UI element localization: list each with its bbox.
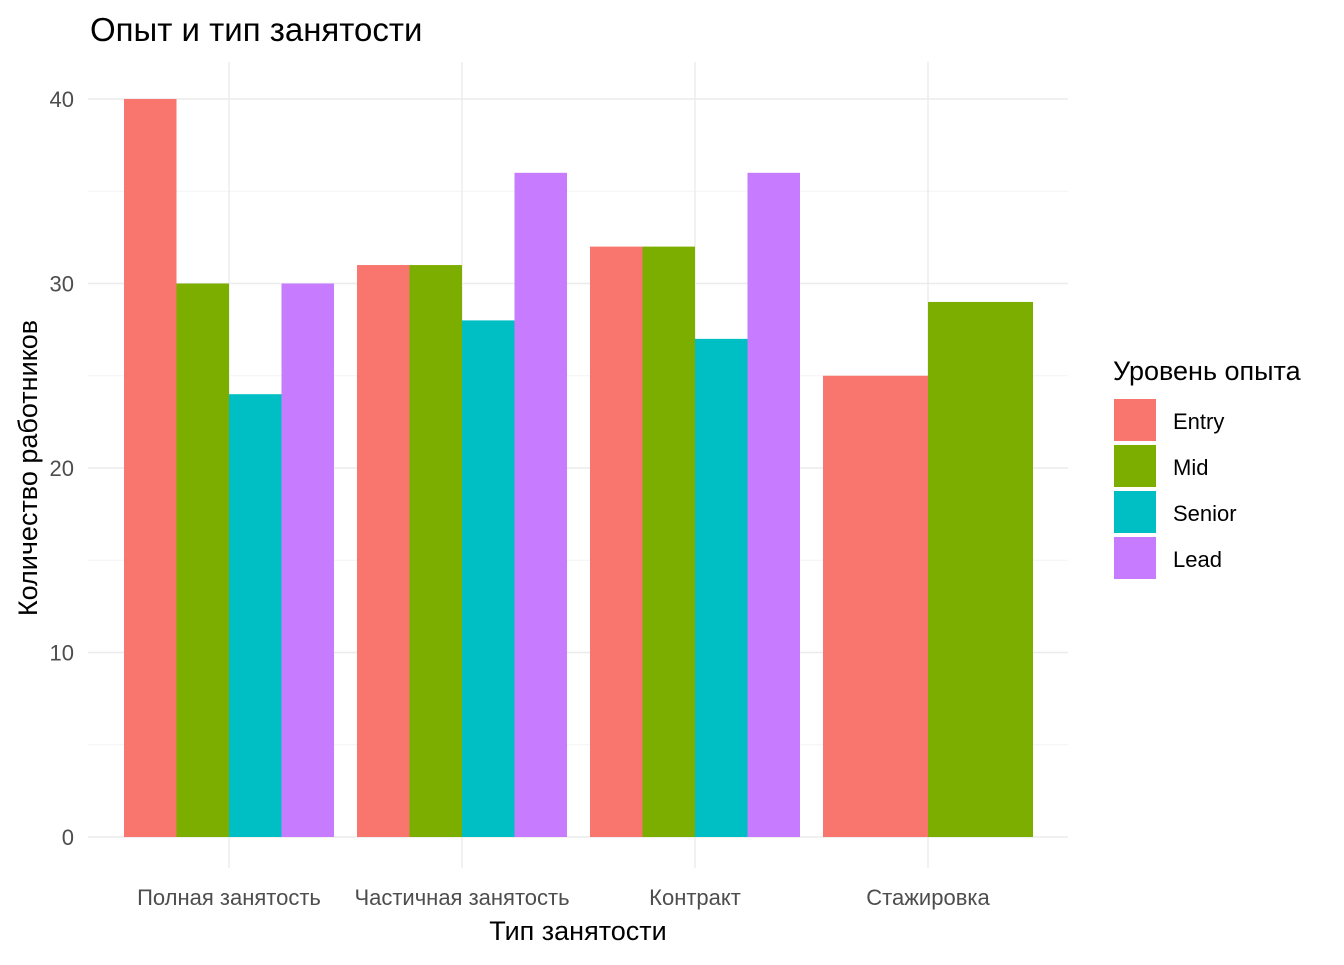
legend-label-senior: Senior <box>1173 501 1237 526</box>
y-tick-label: 20 <box>50 456 74 481</box>
x-tick-label: Контракт <box>649 885 741 910</box>
legend: Уровень опыта Entry Mid Senior Lead <box>1113 356 1302 579</box>
x-axis-title: Тип занятости <box>489 916 666 946</box>
bar-lead-3 <box>747 172 800 838</box>
bar-entry-1 <box>124 99 177 837</box>
y-tick-label: 0 <box>62 825 74 850</box>
chart-title: Опыт и тип занятости <box>90 11 422 48</box>
bar-mid-1 <box>176 283 229 837</box>
bar-lead-2 <box>514 172 567 838</box>
x-tick-label: Полная занятость <box>137 885 321 910</box>
bar-senior-1 <box>229 394 282 837</box>
legend-label-lead: Lead <box>1173 547 1222 572</box>
x-axis: Полная занятость Частичная занятость Контр… <box>137 885 990 910</box>
bar-entry-2 <box>357 265 410 837</box>
y-axis-title: Количество работников <box>13 320 43 616</box>
y-tick-label: 40 <box>50 87 74 112</box>
legend-key-mid <box>1114 445 1156 487</box>
bar-mid-3 <box>642 246 695 838</box>
legend-key-senior <box>1114 491 1156 533</box>
bar-entry-3 <box>590 246 643 838</box>
legend-key-entry <box>1114 399 1156 441</box>
x-tick-label: Стажировка <box>866 885 990 910</box>
legend-key-lead <box>1114 537 1156 579</box>
y-tick-label: 30 <box>50 272 74 297</box>
y-axis: 0 10 20 30 40 <box>50 87 74 850</box>
y-tick-label: 10 <box>50 641 74 666</box>
x-tick-label: Частичная занятость <box>354 885 569 910</box>
bar-senior-3 <box>695 338 748 837</box>
bars <box>124 99 1033 838</box>
bar-mid-4 <box>928 301 1033 837</box>
legend-title: Уровень опыта <box>1113 356 1302 386</box>
legend-label-mid: Mid <box>1173 455 1208 480</box>
bar-entry-4 <box>823 375 928 837</box>
bar-mid-2 <box>409 265 462 837</box>
bar-lead-1 <box>281 283 334 837</box>
bar-senior-2 <box>462 320 515 837</box>
legend-label-entry: Entry <box>1173 409 1224 434</box>
